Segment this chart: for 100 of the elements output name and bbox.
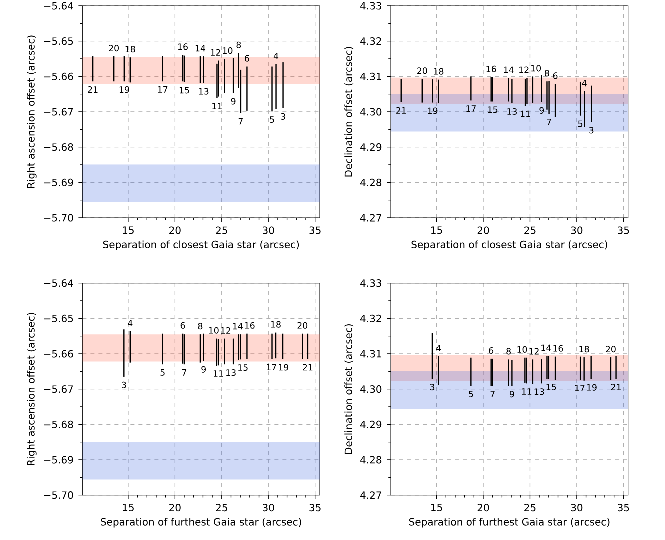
- annotation: 15: [180, 87, 190, 94]
- annotation: 4: [128, 320, 133, 326]
- x-tick-label: 35: [618, 504, 630, 512]
- annotation: 19: [120, 86, 130, 94]
- y-tick-label: −5.66: [44, 350, 74, 358]
- x-tick-label: 25: [524, 504, 536, 512]
- annotation: 5: [469, 391, 474, 398]
- x-tick-label: 15: [432, 504, 442, 512]
- y-tick-label: −5.70: [44, 214, 74, 222]
- y-tick-label: −5.65: [44, 314, 74, 322]
- y-tick-label: −5.67: [44, 108, 74, 116]
- annotation: 15: [546, 384, 556, 390]
- x-tick-label: 35: [618, 226, 630, 234]
- annotation: 6: [180, 322, 186, 329]
- annotation: 21: [396, 107, 406, 114]
- y-tick-label: 4.31: [360, 72, 382, 80]
- y-tick-label: 4.33: [360, 280, 382, 288]
- annotation: 20: [606, 346, 616, 353]
- y-tick-label: 4.30: [360, 108, 382, 116]
- y-tick-label: 4.31: [360, 350, 382, 358]
- annotation: 3: [281, 113, 286, 120]
- annotation: 11: [522, 388, 532, 395]
- y-tick-label: −5.65: [44, 38, 74, 46]
- x-tick-label: 15: [432, 226, 442, 234]
- x-tick-label: 20: [478, 504, 490, 512]
- annotation: 5: [578, 120, 583, 128]
- annotation: 13: [534, 388, 544, 396]
- annotation: 9: [540, 107, 544, 114]
- y-axis-title: Declination offset (arcsec): [344, 324, 354, 454]
- y-tick-label: −5.64: [44, 280, 74, 288]
- annotation: 20: [298, 322, 308, 329]
- annotation: 17: [158, 86, 168, 93]
- x-axis-title: Separation of closest Gaia star (arcsec): [103, 240, 300, 250]
- y-axis-title: Declination offset (arcsec): [344, 47, 354, 177]
- annotation: 19: [587, 384, 597, 391]
- y-tick-label: −5.67: [44, 386, 74, 394]
- y-tick-label: 4.28: [360, 178, 382, 186]
- y-tick-label: 4.27: [360, 214, 382, 222]
- annotation: 7: [547, 119, 552, 126]
- x-tick-label: 25: [216, 226, 228, 234]
- x-axis-title: Separation of furthest Gaia star (arcsec): [409, 518, 610, 528]
- annotation: 10: [532, 65, 542, 72]
- x-tick-label: 15: [123, 226, 134, 234]
- x-tick-label: 20: [170, 226, 181, 234]
- y-tick-label: 4.32: [360, 38, 382, 46]
- y-tick-label: −5.70: [44, 492, 74, 500]
- x-axis-title: Separation of furthest Gaia star (arcsec): [101, 518, 302, 528]
- annotation: 8: [545, 70, 550, 77]
- annotation: 8: [236, 42, 242, 48]
- x-tick-label: 35: [310, 226, 321, 234]
- annotation: 12: [530, 348, 539, 355]
- annotation: 10: [209, 327, 219, 334]
- x-tick-label: 15: [123, 504, 134, 512]
- annotation: 21: [611, 384, 621, 390]
- annotation: 16: [486, 66, 496, 72]
- annotation: 13: [226, 370, 236, 376]
- x-tick-label: 25: [524, 226, 536, 234]
- annotation: 17: [267, 364, 276, 371]
- annotation: 10: [223, 48, 233, 54]
- annotation: 5: [270, 116, 274, 124]
- annotation: 8: [506, 348, 511, 355]
- x-tick-label: 30: [263, 504, 274, 512]
- annotation: 8: [198, 323, 203, 330]
- y-axis-title: Right ascension offset (arcsec): [27, 36, 37, 188]
- annotation: 3: [122, 382, 126, 388]
- y-tick-label: 4.33: [360, 2, 382, 10]
- annotation: 16: [554, 345, 564, 352]
- y-tick-label: 4.32: [360, 314, 382, 322]
- annotation: 13: [199, 88, 209, 95]
- y-tick-label: 4.29: [360, 144, 382, 152]
- annotation: 5: [160, 370, 165, 376]
- annotation: 4: [436, 345, 442, 352]
- x-tick-label: 20: [170, 504, 181, 512]
- annotation: 15: [238, 364, 248, 372]
- annotation: 16: [245, 322, 255, 329]
- y-axis-title: Right ascension offset (arcsec): [27, 313, 37, 466]
- y-tick-label: −5.68: [44, 144, 74, 152]
- annotation: 9: [510, 391, 514, 398]
- y-tick-label: 4.28: [360, 456, 382, 464]
- annotation: 4: [582, 80, 587, 87]
- annotation: 19: [279, 364, 289, 371]
- annotation: 7: [490, 391, 495, 398]
- x-tick-label: 30: [263, 226, 274, 234]
- annotation: 9: [231, 98, 236, 105]
- annotation: 7: [238, 118, 243, 125]
- annotation: 14: [233, 323, 243, 330]
- annotation: 6: [553, 72, 558, 80]
- y-tick-label: −5.64: [44, 2, 74, 10]
- annotation: 11: [520, 110, 530, 118]
- x-tick-label: 35: [310, 504, 321, 512]
- x-tick-label: 25: [216, 504, 228, 512]
- y-tick-label: −5.68: [44, 420, 74, 428]
- annotation: 10: [518, 346, 528, 353]
- annotation: 6: [245, 55, 250, 62]
- y-tick-label: 4.29: [360, 420, 382, 428]
- annotation: 7: [182, 370, 187, 376]
- y-tick-label: 4.27: [360, 492, 382, 500]
- annotation: 20: [109, 45, 119, 52]
- annotation: 17: [466, 106, 476, 112]
- annotation: 18: [271, 321, 281, 328]
